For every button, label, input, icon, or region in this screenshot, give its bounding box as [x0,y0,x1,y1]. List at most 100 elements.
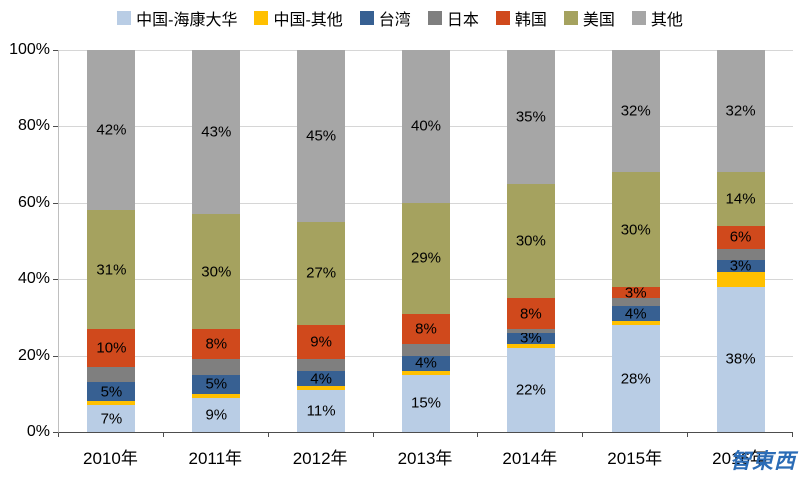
segment-label: 32% [725,102,756,120]
segment-label: 40% [410,117,442,135]
y-axis-tick-mark [53,355,58,357]
bar-segment-台湾: 3% [506,329,555,347]
bar-segment-日本 [297,359,346,371]
bar-2016年: 38% 3% 6% 14% 32% [716,50,765,432]
segment-label: 5% [205,375,228,393]
legend-label: 日本 [446,12,479,29]
x-axis-tick-mark [582,433,584,437]
bar-segment-中国-海康大华: 22% [506,347,555,432]
x-axis-category-label: 2015年 [607,449,663,468]
bar-segment-其他: 32% [611,50,660,173]
bar-segment-日本 [87,367,136,383]
bar-segment-中国-海康大华: 7% [87,405,136,432]
bar-segment-美国: 31% [87,210,136,329]
segment-label: 10% [96,339,127,357]
legend-item-4: 韩国 [495,6,547,30]
y-axis-tick-label: 100% [9,41,50,58]
bar-segment-美国: 30% [192,214,241,329]
bar-segment-中国-其他 [716,271,765,287]
segment-label: 3% [520,329,542,347]
y-axis-tick-label: 0% [26,423,50,440]
segment-label: 43% [201,123,232,141]
segment-label: 30% [201,263,232,281]
y-axis-tick-mark [53,126,58,128]
x-axis-tick-mark [477,433,479,437]
legend-item-1: 中国-其他 [254,6,343,30]
bar-segment-其他: 43% [192,50,241,215]
x-axis-tick-mark [162,433,164,437]
legend-label: 中国-海康大华 [136,12,238,29]
bar-2014年: 22% 3% 8% 30% 35% [506,50,555,432]
bar-2010年: 7% 5% 10% 31% 42% [87,50,136,432]
x-axis-tick-mark [267,433,269,437]
y-axis-tick-label: 20% [17,346,50,364]
bar-segment-中国-其他 [192,393,241,398]
bar-2013年: 15% 4% 8% 29% 40% [402,50,450,432]
legend-swatch [117,11,132,25]
segment-label: 30% [620,221,651,239]
bar-segment-中国-海康大华: 15% [402,374,450,432]
y-axis-tick-label: 40% [17,270,50,288]
legend-swatch [563,11,578,25]
bar-segment-日本 [192,359,241,375]
bar-segment-美国: 27% [297,221,346,326]
segment-label: 29% [410,249,442,267]
legend-item-6: 其他 [631,6,683,30]
legend-swatch [254,11,269,25]
bar-segment-其他: 32% [716,50,765,173]
segment-label: 4% [310,370,332,388]
bar-segment-美国: 29% [402,202,450,314]
y-axis-tick-mark [53,202,58,204]
bar-segment-日本 [402,344,450,356]
legend-label: 其他 [650,12,683,29]
segment-label: 11% [306,402,336,420]
segment-label: 28% [620,370,651,388]
legend-swatch [359,11,374,25]
legend-label: 台湾 [378,12,411,29]
bar-segment-韩国: 8% [402,313,450,345]
x-axis-category-label: 2016年 [712,449,767,468]
segment-label: 8% [520,305,542,323]
bar-segment-台湾: 4% [402,355,450,371]
segment-label: 4% [624,305,647,323]
bar-2015年: 28% 4% 3% 30% 32% [611,50,660,432]
bar-segment-中国-其他 [611,321,660,326]
bar-segment-台湾: 5% [87,382,136,402]
y-axis-tick-mark [53,432,58,433]
bar-segment-韩国: 8% [506,298,555,329]
segment-label: 9% [310,333,332,351]
y-axis-tick-label: 60% [17,193,50,211]
x-axis-tick-mark [687,433,689,437]
segment-label: 3% [729,257,752,275]
bar-segment-台湾: 5% [192,374,241,394]
bar-segment-中国-海康大华: 38% [716,286,765,432]
bar-segment-其他: 35% [506,50,555,184]
segment-label: 5% [100,383,123,401]
x-axis-tick-mark [792,433,793,437]
watermark-logo: 智東西 [730,450,796,473]
legend-label: 中国-其他 [273,12,343,29]
x-axis-category-label: 2013年 [397,449,453,468]
segment-label: 35% [515,108,546,126]
segment-label: 15% [410,394,442,412]
bar-segment-其他: 42% [87,50,136,211]
segment-label: 6% [729,228,752,246]
legend-item-2: 台湾 [359,6,411,30]
x-axis-tick-mark [58,433,59,437]
bar-segment-韩国: 6% [716,225,765,249]
plot-area: 7% 5% 10% 31% 42% 9% 5% 8% 30% 43% 11% 4% 9% 27% 45% 15… [58,50,793,433]
segment-label: 42% [96,121,127,139]
bar-2012年: 11% 4% 9% 27% 45% [297,50,346,432]
bar-segment-韩国: 3% [611,285,660,300]
bar-segment-中国-其他 [87,401,136,406]
segment-label: 7% [100,410,123,428]
bar-segment-台湾: 4% [611,305,660,323]
segment-label: 38% [725,350,756,368]
bar-segment-中国-海康大华: 11% [297,389,346,432]
bar-segment-日本 [611,298,660,306]
bar-segment-韩国: 10% [87,328,136,368]
x-axis-category-label: 2014年 [502,449,558,468]
legend-item-5: 美国 [563,6,615,30]
bar-segment-中国-其他 [402,370,450,375]
